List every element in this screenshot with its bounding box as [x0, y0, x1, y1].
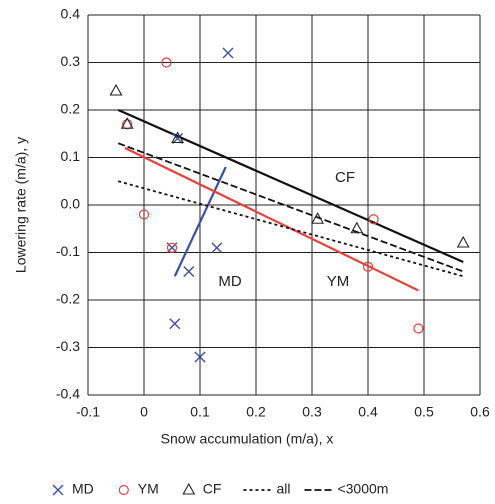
- regression-line: [117, 142, 464, 273]
- x-tick-label: 0: [140, 404, 148, 420]
- legend-label: YM: [138, 481, 159, 497]
- x-tick-label: 0.4: [358, 404, 378, 420]
- y-tick-label: -0.4: [56, 386, 80, 402]
- data-point: [362, 261, 374, 272]
- data-point: [169, 318, 181, 330]
- legend-label: all: [276, 481, 290, 497]
- data-point: [222, 47, 234, 59]
- data-point: [172, 133, 184, 144]
- x-tick-label: 0.5: [414, 404, 434, 420]
- annotation: MD: [218, 273, 241, 290]
- y-tick-label: -0.3: [56, 338, 80, 354]
- y-tick-label: 0.1: [61, 148, 81, 164]
- data-point: [161, 57, 172, 68]
- legend-label: <3000m: [337, 481, 388, 497]
- data-point: [109, 83, 123, 96]
- data-point: [211, 242, 223, 254]
- x-tick-label: 0.6: [470, 404, 490, 420]
- x-tick-label: 0.2: [246, 404, 266, 420]
- data-point: [456, 235, 470, 248]
- data-point: [368, 214, 379, 225]
- legend-marker: [52, 484, 64, 496]
- data-point: [138, 209, 150, 220]
- y-tick-label: 0.3: [61, 53, 81, 69]
- data-point: [183, 266, 195, 277]
- legend-marker: [118, 484, 129, 496]
- y-tick-label: -0.2: [56, 291, 80, 307]
- x-tick-label: 0.3: [302, 404, 322, 420]
- regression-line: [117, 108, 464, 264]
- legend-marker: [182, 482, 196, 495]
- x-tick-label: -0.1: [76, 404, 100, 420]
- data-point: [350, 221, 364, 234]
- legend-label: MD: [72, 481, 94, 497]
- y-tick-label: 0.2: [61, 101, 81, 117]
- x-axis-label: Snow accumulation (m/a), x: [161, 431, 334, 447]
- data-point: [194, 351, 206, 363]
- data-point: [311, 212, 325, 224]
- annotation: CF: [335, 169, 355, 186]
- data-point: [171, 131, 185, 144]
- legend-label: CF: [203, 481, 222, 497]
- y-tick-label: -0.1: [56, 243, 80, 259]
- regression-line: [124, 147, 419, 292]
- x-tick-label: 0.1: [190, 404, 210, 420]
- y-axis-label: Lowering rate (m/a), y: [13, 137, 29, 273]
- regression-line: [173, 166, 227, 277]
- data-point: [120, 117, 134, 129]
- data-point: [413, 323, 424, 334]
- y-tick-label: 0.0: [61, 196, 81, 212]
- annotation: YM: [327, 273, 350, 290]
- data-point: [166, 242, 178, 253]
- y-tick-label: 0.4: [61, 6, 81, 22]
